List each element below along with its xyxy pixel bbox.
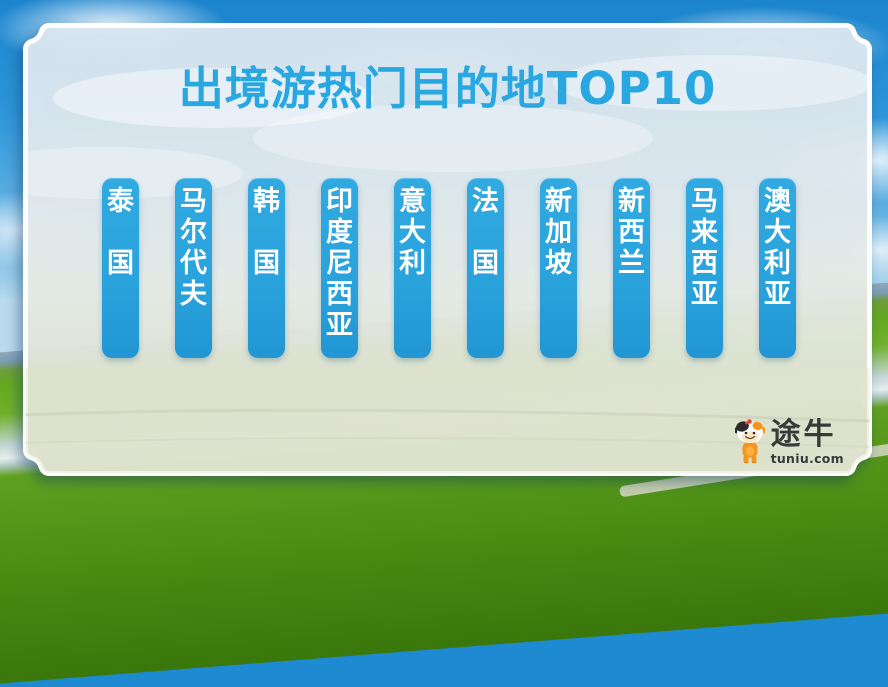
destination-pill: 新西兰 [613,178,650,358]
card-texture [25,55,870,474]
content-card [23,23,872,476]
destination-pill: 意大利 [394,178,431,358]
destination-pill: 澳大利亚 [759,178,796,358]
brand-name: 途牛 [770,416,837,452]
brand-domain: tuniu.com [770,450,844,466]
destination-pill: 新加坡 [540,178,577,358]
destination-pill: 马尔代夫 [175,178,212,358]
destination-pill: 泰 国 [102,178,139,358]
destination-pills: 泰 国马尔代夫韩 国印度尼西亚意大利法 国新加坡新西兰马来西亚澳大利亚 [102,178,796,358]
destination-pill: 马来西亚 [686,178,723,358]
destination-pill: 韩 国 [248,178,285,358]
destination-pill: 法 国 [467,178,504,358]
brand-logo: 途牛 tuniu.com [734,416,844,466]
destination-pill: 印度尼西亚 [321,178,358,358]
brand-text: 途牛 tuniu.com [770,416,844,466]
tuniu-cow-icon [734,419,765,463]
poster-title: 出境游热门目的地TOP10 [178,62,717,115]
